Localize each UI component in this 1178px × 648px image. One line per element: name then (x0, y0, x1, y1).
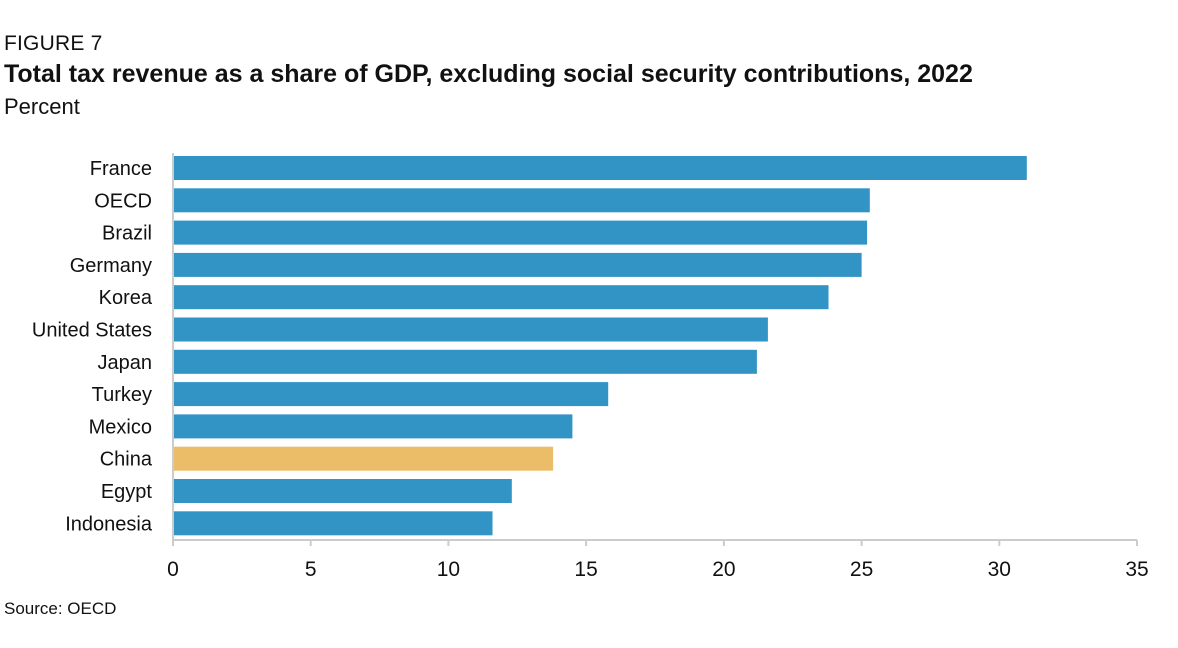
category-label: Mexico (89, 416, 152, 438)
category-label: China (100, 449, 153, 471)
x-tick-label: 15 (574, 558, 597, 581)
chart-title: Total tax revenue as a share of GDP, exc… (4, 60, 973, 88)
bar-france (173, 156, 1027, 180)
category-label: Japan (98, 352, 153, 374)
source-note: Source: OECD (4, 599, 117, 618)
category-label: United States (32, 320, 152, 342)
x-tick-label: 25 (850, 558, 873, 581)
category-label: Brazil (102, 223, 152, 245)
x-tick-label: 35 (1125, 558, 1148, 581)
bar-mexico (173, 414, 573, 439)
category-label: OECD (94, 190, 152, 212)
bar-turkey (173, 382, 609, 407)
category-label: Korea (99, 287, 153, 309)
bar-korea (173, 285, 829, 310)
x-tick-label: 0 (167, 558, 179, 581)
bar-japan (173, 349, 757, 374)
x-tick-label: 5 (305, 558, 317, 581)
x-tick-label: 20 (712, 558, 735, 581)
bar-brazil (173, 220, 868, 245)
bar-germany (173, 252, 862, 277)
chart-subtitle: Percent (4, 94, 80, 119)
x-tick-label: 10 (437, 558, 460, 581)
bar-oecd (173, 188, 870, 213)
category-label: Egypt (101, 481, 153, 503)
bar-egypt (173, 479, 512, 503)
bar-united-states (173, 317, 768, 342)
category-label: Indonesia (65, 513, 153, 535)
category-label: Germany (70, 255, 152, 277)
bar-indonesia (173, 511, 493, 536)
category-label: France (90, 158, 152, 180)
x-tick-label: 30 (988, 558, 1011, 581)
figure-label: FIGURE 7 (4, 32, 103, 55)
bar-china (173, 446, 554, 471)
category-label: Turkey (92, 384, 152, 406)
